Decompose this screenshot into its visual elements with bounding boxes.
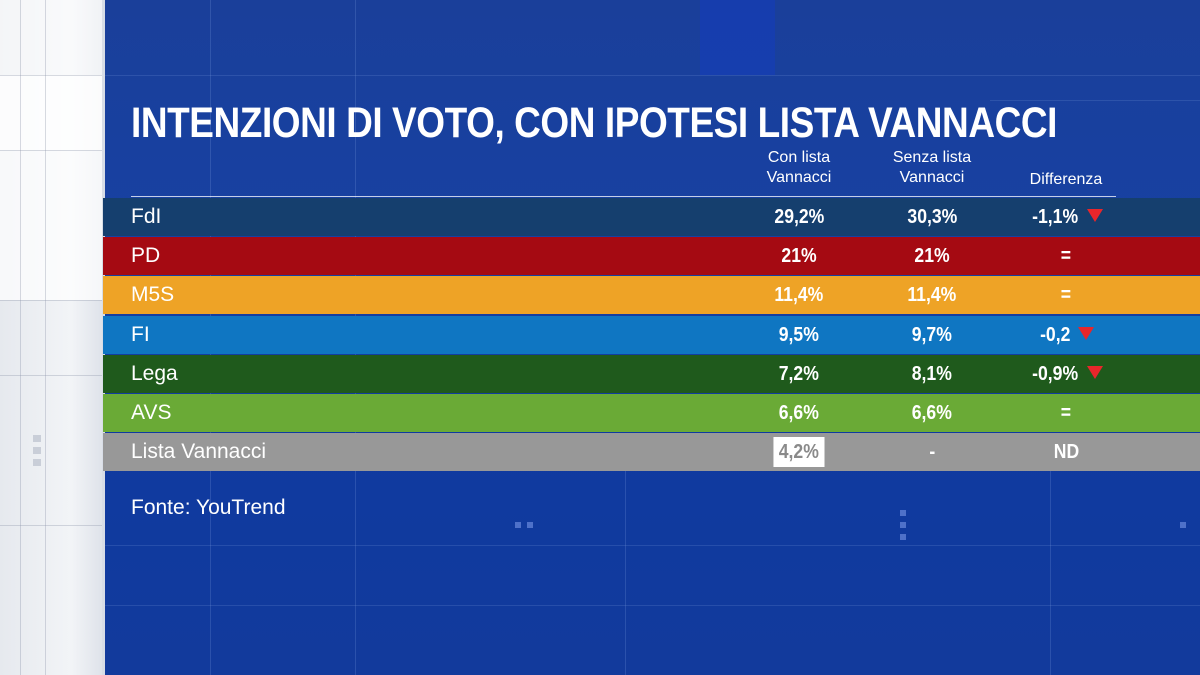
decor-line	[625, 470, 626, 675]
down-arrow-icon	[1078, 327, 1095, 341]
party-label: FdI	[131, 205, 162, 228]
difference-value: -1,1%	[991, 198, 1141, 236]
table-row: Lista Vannacci 4,2% - ND	[103, 433, 1200, 471]
party-label: M5S	[131, 283, 175, 306]
with-list-value: 4,2%	[724, 433, 874, 471]
without-list-value: -	[857, 433, 1007, 471]
decor-line	[105, 75, 1200, 76]
table-row: Lega 7,2% 8,1% -0,9%	[103, 355, 1200, 393]
difference-value: =	[991, 394, 1141, 432]
page-title: INTENZIONI DI VOTO, CON IPOTESI LISTA VA…	[131, 99, 1057, 147]
left-decor-panel	[0, 0, 102, 675]
column-header-line: Vannacci	[899, 169, 965, 186]
difference-value: =	[991, 237, 1141, 275]
table-row: AVS 6,6% 6,6% =	[103, 394, 1200, 432]
decor-dot	[900, 510, 906, 516]
decor-line	[0, 75, 102, 76]
without-list-value-text: 8,1%	[911, 363, 953, 385]
without-list-value-text: 6,6%	[911, 402, 953, 424]
difference-value-text: ND	[1053, 441, 1079, 463]
decor-line	[990, 100, 1200, 101]
with-list-value-text: 21%	[781, 245, 817, 267]
difference-value: =	[991, 276, 1141, 314]
decor-dot	[33, 447, 41, 454]
column-header-line: Senza lista	[892, 149, 972, 166]
without-list-value-text: 11,4%	[907, 284, 957, 306]
difference-value-text: -0,9%	[1032, 363, 1078, 385]
down-arrow-icon	[1087, 209, 1104, 223]
difference-value-text: -0,2	[1039, 324, 1071, 346]
decor-dot	[33, 459, 41, 466]
with-list-value-text: 4,2%	[773, 437, 825, 467]
without-list-value: 21%	[857, 237, 1007, 275]
table-row: PD 21% 21% =	[103, 237, 1200, 275]
with-list-value: 29,2%	[724, 198, 874, 236]
with-list-value-text: 7,2%	[778, 363, 820, 385]
column-header-without-list: Senza lista Vannacci	[857, 148, 1007, 188]
difference-value-text: =	[1060, 402, 1072, 424]
party-label: PD	[131, 244, 161, 267]
source-note: Fonte: YouTrend	[131, 496, 286, 519]
party-label: Lega	[131, 362, 178, 385]
difference-value-text: -1,1%	[1032, 206, 1078, 228]
with-list-value: 11,4%	[724, 276, 874, 314]
without-list-value: 30,3%	[857, 198, 1007, 236]
without-list-value-text: -	[929, 441, 935, 463]
decor-line	[1050, 470, 1051, 675]
with-list-value-text: 9,5%	[778, 324, 820, 346]
without-list-value-text: 30,3%	[907, 206, 957, 228]
party-label: AVS	[131, 401, 172, 424]
difference-value: ND	[991, 433, 1141, 471]
difference-value-text: =	[1060, 284, 1072, 306]
without-list-value-text: 9,7%	[911, 324, 953, 346]
decor-line	[0, 525, 102, 526]
column-header-difference: Differenza	[1029, 171, 1103, 188]
with-list-value: 9,5%	[724, 316, 874, 354]
decor-dot	[33, 435, 41, 442]
decor-line	[0, 300, 102, 301]
with-list-value-text: 6,6%	[778, 402, 820, 424]
down-arrow-icon	[1087, 366, 1104, 380]
decor-dot	[1180, 522, 1186, 528]
without-list-value: 8,1%	[857, 355, 1007, 393]
decor-band	[0, 150, 102, 300]
decor-dot	[515, 522, 521, 528]
column-header-line: Con lista	[767, 149, 831, 166]
party-label: FI	[131, 323, 150, 346]
without-list-value: 6,6%	[857, 394, 1007, 432]
decor-block	[700, 0, 775, 75]
with-list-value: 21%	[724, 237, 874, 275]
table-row: M5S 11,4% 11,4% =	[103, 276, 1200, 314]
decor-line	[45, 0, 46, 675]
column-header-line: Vannacci	[766, 169, 832, 186]
difference-value-text: =	[1060, 245, 1072, 267]
decor-dot	[900, 522, 906, 528]
decor-line	[105, 545, 1200, 546]
decor-band	[0, 0, 102, 75]
decor-band	[0, 75, 102, 150]
decor-line	[20, 0, 21, 675]
without-list-value: 9,7%	[857, 316, 1007, 354]
decor-dot	[527, 522, 533, 528]
with-list-value: 7,2%	[724, 355, 874, 393]
difference-value: -0,9%	[991, 355, 1141, 393]
header-divider	[131, 196, 1116, 197]
with-list-value-text: 29,2%	[774, 206, 824, 228]
decor-dot	[900, 534, 906, 540]
decor-line	[0, 375, 102, 376]
decor-line	[105, 605, 1200, 606]
difference-value: -0,2	[991, 316, 1141, 354]
decor-line	[0, 150, 102, 151]
table-row: FdI 29,2% 30,3% -1,1%	[103, 198, 1200, 236]
with-list-value-text: 11,4%	[774, 284, 824, 306]
with-list-value: 6,6%	[724, 394, 874, 432]
column-header-with-list: Con lista Vannacci	[724, 148, 874, 188]
table-row: FI 9,5% 9,7% -0,2	[103, 316, 1200, 354]
without-list-value-text: 21%	[914, 245, 950, 267]
without-list-value: 11,4%	[857, 276, 1007, 314]
party-label: Lista Vannacci	[131, 440, 267, 463]
